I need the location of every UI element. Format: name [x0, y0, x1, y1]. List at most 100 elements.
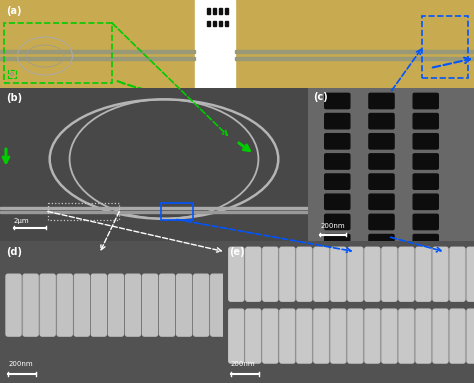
Bar	[235, 50, 474, 53]
FancyBboxPatch shape	[40, 274, 55, 336]
FancyBboxPatch shape	[369, 295, 394, 310]
FancyBboxPatch shape	[325, 234, 350, 250]
FancyBboxPatch shape	[331, 309, 346, 363]
FancyBboxPatch shape	[369, 113, 394, 129]
FancyBboxPatch shape	[348, 247, 363, 301]
Bar	[225, 21, 228, 26]
FancyBboxPatch shape	[369, 234, 394, 250]
Text: 2μm: 2μm	[14, 218, 29, 224]
FancyBboxPatch shape	[325, 93, 350, 109]
FancyBboxPatch shape	[369, 194, 394, 210]
Text: (d): (d)	[6, 247, 22, 257]
FancyBboxPatch shape	[126, 274, 140, 336]
Text: 200nm: 200nm	[320, 223, 345, 229]
Text: 200nm: 200nm	[231, 361, 255, 367]
Text: (e): (e)	[229, 247, 245, 257]
FancyBboxPatch shape	[325, 134, 350, 149]
FancyBboxPatch shape	[413, 174, 438, 189]
Text: (b): (b)	[6, 93, 22, 103]
Bar	[213, 21, 216, 26]
FancyBboxPatch shape	[325, 154, 350, 169]
FancyBboxPatch shape	[331, 247, 346, 301]
FancyBboxPatch shape	[413, 275, 438, 290]
Bar	[0, 57, 195, 60]
FancyBboxPatch shape	[229, 247, 244, 301]
FancyBboxPatch shape	[325, 214, 350, 229]
Text: (c): (c)	[313, 92, 328, 102]
FancyBboxPatch shape	[297, 309, 312, 363]
Text: 200nm: 200nm	[8, 361, 33, 367]
FancyBboxPatch shape	[109, 274, 123, 336]
FancyBboxPatch shape	[467, 309, 474, 363]
Bar	[235, 57, 474, 60]
FancyBboxPatch shape	[314, 309, 329, 363]
FancyBboxPatch shape	[416, 309, 431, 363]
Bar	[8, 70, 16, 78]
FancyBboxPatch shape	[382, 247, 397, 301]
FancyBboxPatch shape	[74, 274, 89, 336]
FancyBboxPatch shape	[297, 247, 312, 301]
FancyBboxPatch shape	[228, 274, 243, 336]
Bar	[0, 211, 308, 213]
FancyBboxPatch shape	[413, 93, 438, 109]
FancyBboxPatch shape	[369, 93, 394, 109]
FancyBboxPatch shape	[369, 174, 394, 189]
FancyBboxPatch shape	[369, 214, 394, 229]
FancyBboxPatch shape	[229, 309, 244, 363]
FancyBboxPatch shape	[246, 309, 261, 363]
FancyBboxPatch shape	[6, 274, 21, 336]
FancyBboxPatch shape	[194, 274, 209, 336]
Bar	[161, 203, 193, 219]
Bar	[422, 16, 468, 78]
Bar	[0, 206, 308, 210]
Bar	[48, 203, 119, 219]
Bar	[225, 8, 228, 14]
FancyBboxPatch shape	[245, 274, 260, 336]
FancyBboxPatch shape	[143, 274, 157, 336]
FancyBboxPatch shape	[416, 247, 431, 301]
FancyBboxPatch shape	[369, 275, 394, 290]
FancyBboxPatch shape	[369, 134, 394, 149]
FancyBboxPatch shape	[325, 295, 350, 310]
FancyBboxPatch shape	[433, 309, 448, 363]
FancyBboxPatch shape	[91, 274, 106, 336]
FancyBboxPatch shape	[280, 309, 295, 363]
FancyBboxPatch shape	[177, 274, 191, 336]
FancyBboxPatch shape	[399, 247, 414, 301]
Bar	[0, 50, 195, 53]
FancyBboxPatch shape	[325, 255, 350, 270]
FancyBboxPatch shape	[450, 247, 465, 301]
FancyBboxPatch shape	[211, 274, 226, 336]
Bar	[195, 0, 235, 88]
Bar	[207, 8, 210, 14]
FancyBboxPatch shape	[23, 274, 38, 336]
FancyBboxPatch shape	[325, 113, 350, 129]
FancyBboxPatch shape	[325, 174, 350, 189]
FancyBboxPatch shape	[246, 247, 261, 301]
FancyBboxPatch shape	[413, 234, 438, 250]
FancyBboxPatch shape	[413, 255, 438, 270]
FancyBboxPatch shape	[450, 309, 465, 363]
FancyBboxPatch shape	[467, 247, 474, 301]
FancyBboxPatch shape	[413, 154, 438, 169]
Bar	[219, 21, 222, 26]
FancyBboxPatch shape	[314, 247, 329, 301]
FancyBboxPatch shape	[413, 214, 438, 229]
FancyBboxPatch shape	[263, 247, 278, 301]
FancyBboxPatch shape	[280, 247, 295, 301]
FancyBboxPatch shape	[382, 309, 397, 363]
FancyBboxPatch shape	[399, 309, 414, 363]
FancyBboxPatch shape	[413, 194, 438, 210]
FancyBboxPatch shape	[369, 154, 394, 169]
FancyBboxPatch shape	[369, 255, 394, 270]
FancyBboxPatch shape	[325, 275, 350, 290]
Bar	[207, 21, 210, 26]
FancyBboxPatch shape	[57, 274, 72, 336]
FancyBboxPatch shape	[365, 247, 380, 301]
FancyBboxPatch shape	[348, 309, 363, 363]
FancyBboxPatch shape	[365, 309, 380, 363]
Bar	[219, 8, 222, 14]
FancyBboxPatch shape	[263, 309, 278, 363]
Bar	[4, 23, 112, 83]
Text: (a): (a)	[6, 6, 21, 16]
